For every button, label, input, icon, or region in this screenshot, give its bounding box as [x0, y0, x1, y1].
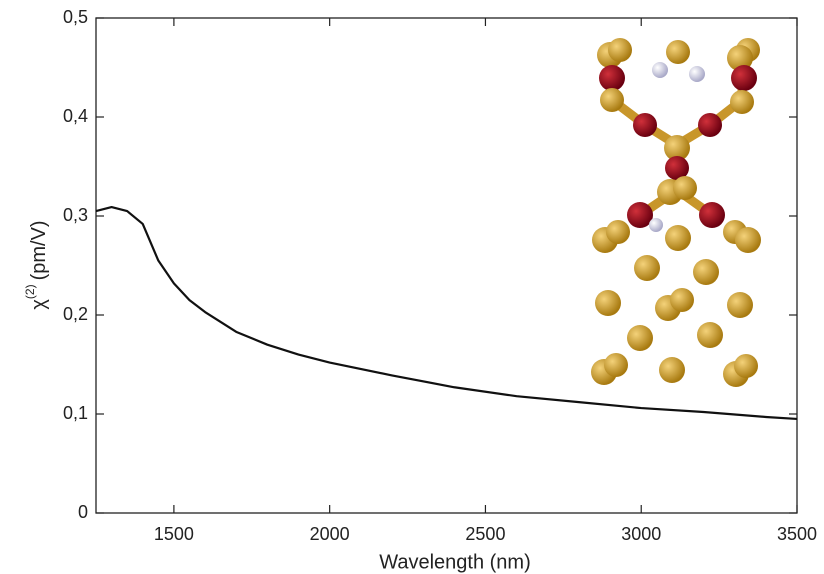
y-tick-label: 0,3: [63, 205, 88, 225]
molecule-inset: [591, 38, 761, 387]
y-tick-label: 0: [78, 502, 88, 522]
y-tick-label: 0,4: [63, 106, 88, 126]
y-tick-label: 0,1: [63, 403, 88, 423]
y-label-unit: (pm/V): [28, 220, 50, 280]
x-tick-label: 1500: [154, 524, 194, 544]
data-line: [95, 205, 798, 421]
plot-frame: [95, 17, 798, 514]
x-tick-label: 3000: [621, 524, 661, 544]
y-tick-label: 0,5: [63, 7, 88, 27]
x-tick-label: 2500: [465, 524, 505, 544]
y-tick-label: 0,2: [63, 304, 88, 324]
x-tick-label: 3500: [777, 524, 817, 544]
y-label-symbol: χ: [28, 299, 50, 310]
y-label-superscript: (2): [23, 284, 37, 299]
y-axis-label: χ(2) (pm/V): [23, 220, 50, 309]
x-tick-label: 2000: [310, 524, 350, 544]
x-axis-label: Wavelength (nm): [379, 551, 531, 573]
